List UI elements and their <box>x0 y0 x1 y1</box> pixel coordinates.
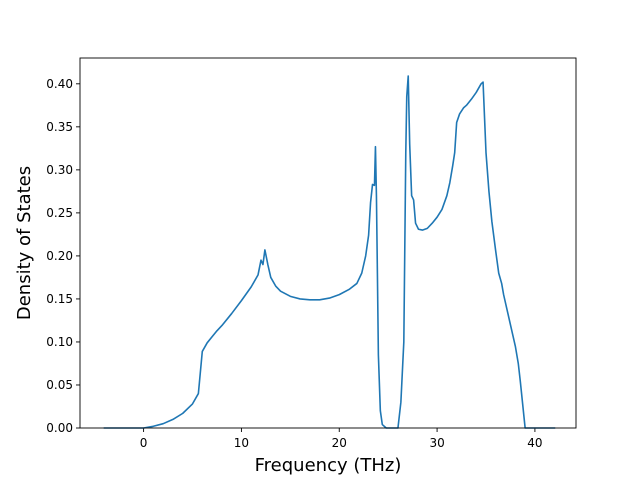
y-tick-label: 0.40 <box>46 77 73 91</box>
y-tick-label: 0.10 <box>46 335 73 349</box>
x-tick-label: 20 <box>332 436 347 450</box>
x-axis-ticks: 0 10 20 30 40 <box>140 428 543 450</box>
y-tick-label: 0.35 <box>46 120 73 134</box>
plot-background <box>80 58 576 428</box>
y-tick-label: 0.20 <box>46 249 73 263</box>
x-tick-label: 0 <box>140 436 148 450</box>
y-tick-label: 0.30 <box>46 163 73 177</box>
y-tick-label: 0.00 <box>46 421 73 435</box>
x-tick-label: 30 <box>429 436 444 450</box>
x-tick-label: 10 <box>234 436 249 450</box>
y-tick-label: 0.05 <box>46 378 73 392</box>
plot-frame <box>79 57 577 429</box>
x-axis-label: Frequency (THz) <box>255 455 402 476</box>
y-axis-label: Density of States <box>14 166 35 320</box>
y-axis-ticks: 0.00 0.05 0.10 0.15 0.20 0.25 0.30 0.35 0.40 <box>46 77 80 435</box>
x-tick-label: 40 <box>527 436 542 450</box>
y-tick-label: 0.15 <box>46 292 73 306</box>
y-tick-label: 0.25 <box>46 206 73 220</box>
